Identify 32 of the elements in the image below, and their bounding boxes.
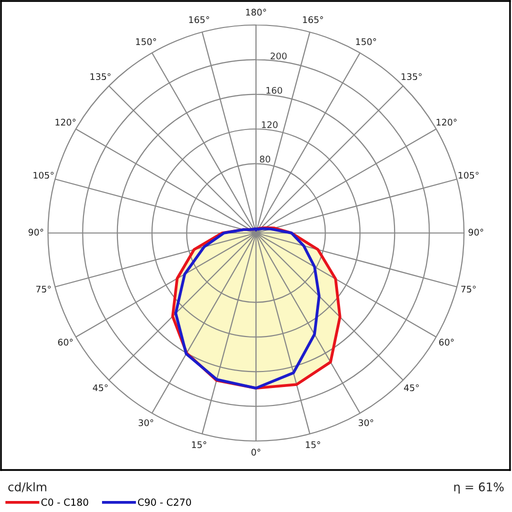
- spoke-label: 45°: [92, 384, 108, 392]
- spoke-label: 120°: [56, 118, 76, 126]
- spoke-label: 60°: [439, 338, 454, 346]
- spoke-label: 150°: [136, 38, 156, 46]
- spoke-label: 105°: [34, 172, 54, 179]
- spoke-label: 75°: [461, 286, 476, 293]
- spoke-label: 165°: [303, 16, 323, 24]
- y-tick-label: 160: [266, 86, 282, 94]
- spoke-label: 120°: [436, 118, 457, 126]
- spoke-label: 90°: [28, 228, 44, 236]
- spoke-label: 135°: [90, 73, 110, 80]
- spoke-label: 150°: [356, 38, 376, 46]
- y-tick-label: 80: [260, 156, 270, 163]
- y-tick-label: 120: [262, 121, 278, 128]
- spoke-label: 60°: [58, 338, 73, 346]
- spoke-label: 30°: [138, 419, 154, 426]
- spoke-label: 15°: [306, 441, 320, 448]
- spoke-label: 0°: [251, 448, 260, 456]
- spoke-label: 180°: [246, 8, 266, 16]
- legend-label: C0 - C180: [41, 498, 88, 506]
- spoke-label: 45°: [404, 384, 419, 392]
- legend-label: C90 - C270: [138, 498, 191, 506]
- spoke-label: 90°: [468, 228, 484, 236]
- y-tick-label: 200: [270, 52, 287, 60]
- spoke-label: 15°: [192, 441, 206, 448]
- text: cd/klm: [8, 482, 46, 492]
- text: η = 61%: [454, 482, 504, 494]
- spoke-label: 135°: [402, 73, 422, 80]
- spoke-label: 75°: [36, 286, 51, 293]
- spoke-label: 105°: [458, 172, 479, 179]
- spoke-label: 30°: [358, 419, 374, 426]
- spoke-label: 165°: [189, 16, 210, 24]
